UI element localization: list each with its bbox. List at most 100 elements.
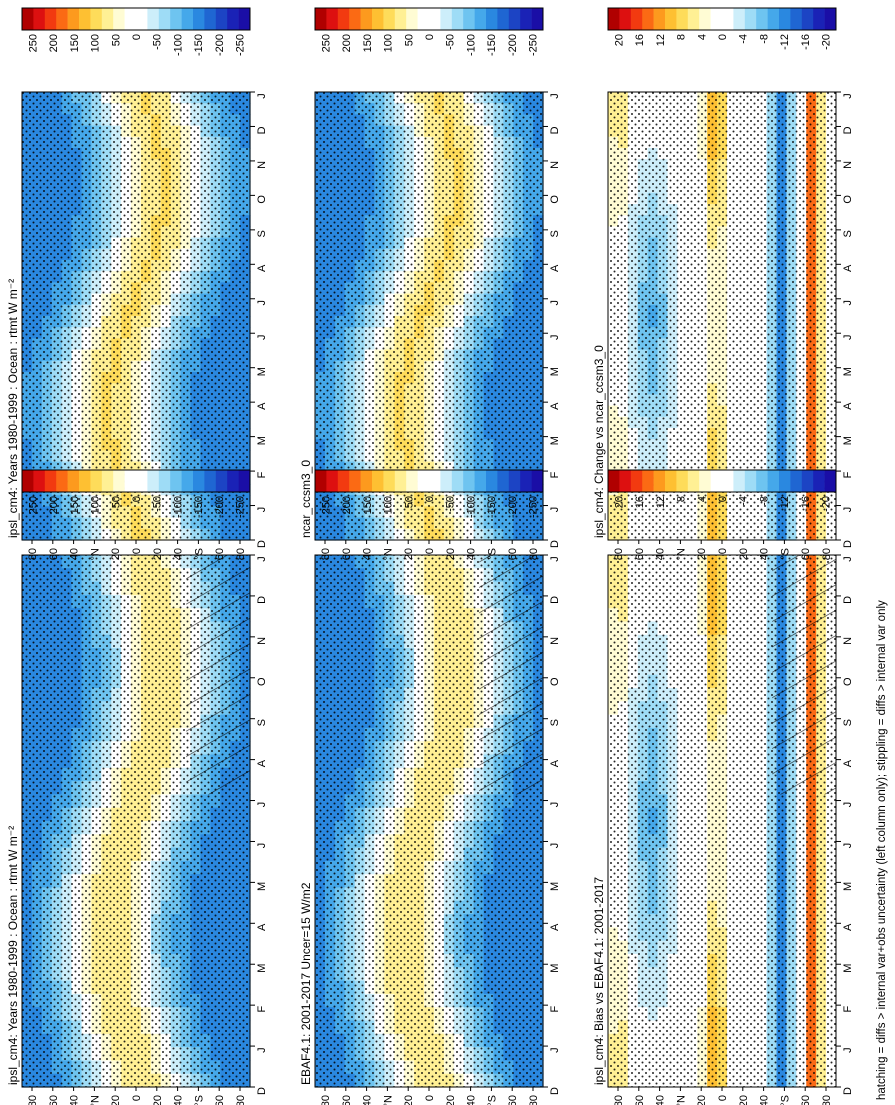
month-tick-label: N xyxy=(549,161,561,169)
month-tick-label: J xyxy=(256,334,268,340)
lat-tick-label: 60 xyxy=(48,548,60,560)
month-tick-label: D xyxy=(256,540,268,548)
stipple-overlay xyxy=(315,92,543,540)
lat-tick-label: °S xyxy=(486,548,498,560)
month-tick-label: S xyxy=(549,719,561,726)
month-tick-label: M xyxy=(549,367,561,376)
lat-tick-label: 20 xyxy=(403,1095,415,1105)
lat-tick-label: 80 xyxy=(613,1095,625,1105)
panel-title: ipsl_cm4: Years 1980-1999 : Ocean : rtmt… xyxy=(6,279,20,538)
lat-tick-label: 40 xyxy=(362,1095,374,1105)
lat-tick-label: 40 xyxy=(69,548,81,560)
month-tick-label: S xyxy=(549,230,561,237)
lat-tick-label: 40 xyxy=(466,1095,478,1105)
month-tick-label: D xyxy=(256,596,268,604)
lat-tick-label: °S xyxy=(779,1095,791,1105)
lat-tick-label: 60 xyxy=(341,548,353,560)
lat-tick-label: 40 xyxy=(173,1095,185,1105)
lat-tick-label: 0 xyxy=(424,1095,436,1101)
month-tick-label: D xyxy=(842,1087,854,1095)
lat-tick-label: °N xyxy=(675,1095,687,1105)
month-tick-label: O xyxy=(549,195,561,204)
lat-tick-label: 80 xyxy=(27,548,39,560)
lat-tick-label: 80 xyxy=(235,1095,247,1105)
month-tick-label: F xyxy=(256,1006,268,1013)
panel-title: EBAF4.1: 2001-2017 Uncer=15 W/m2 xyxy=(299,882,313,1085)
month-tick-label: J xyxy=(256,300,268,306)
month-tick-label: J xyxy=(256,843,268,849)
month-tick-label: A xyxy=(549,402,561,410)
month-tick-label: M xyxy=(549,882,561,891)
lat-tick-label: 40 xyxy=(173,548,185,560)
month-tick-label: A xyxy=(842,923,854,931)
month-tick-label: D xyxy=(256,1087,268,1095)
month-tick-label: J xyxy=(549,556,561,562)
month-tick-label: J xyxy=(549,507,561,513)
month-tick-label: D xyxy=(256,126,268,134)
month-tick-label: A xyxy=(256,759,268,767)
panels-layer: D J F M A M J J A S O N D J 80 60 40 °N 20 0 20 40 °S 60 80 ipsl_… xyxy=(6,91,854,1105)
lat-tick-label: 20 xyxy=(696,1095,708,1105)
month-tick-label: J xyxy=(549,93,561,99)
lat-tick-label: 40 xyxy=(759,1095,771,1105)
month-tick-label: J xyxy=(256,556,268,562)
lat-tick-label: 0 xyxy=(717,1095,729,1101)
lat-tick-label: 80 xyxy=(528,1095,540,1105)
month-tick-label: N xyxy=(549,637,561,645)
month-tick-label: D xyxy=(842,596,854,604)
month-tick-label: A xyxy=(256,402,268,410)
lat-tick-label: 20 xyxy=(738,1095,750,1105)
lat-tick-label: 80 xyxy=(320,548,332,560)
lat-tick-label: 0 xyxy=(131,548,143,554)
month-tick-label: M xyxy=(256,367,268,376)
month-tick-label: O xyxy=(256,677,268,686)
lat-tick-label: 40 xyxy=(655,1095,667,1105)
month-tick-label: M xyxy=(256,436,268,445)
month-tick-label: D xyxy=(549,596,561,604)
month-tick-label: J xyxy=(256,802,268,808)
month-tick-label: M xyxy=(842,964,854,973)
month-tick-label: S xyxy=(842,719,854,726)
month-tick-label: M xyxy=(549,436,561,445)
lat-tick-label: °S xyxy=(486,1095,498,1105)
month-tick-label: M xyxy=(256,882,268,891)
month-tick-label: N xyxy=(256,161,268,169)
panel-title: ipsl_cm4: Years 1980-1999 : Ocean : rtmt… xyxy=(6,826,20,1085)
lat-tick-label: 20 xyxy=(110,548,122,560)
lat-tick-label: 0 xyxy=(424,548,436,554)
month-tick-label: O xyxy=(549,677,561,686)
hatch-overlay xyxy=(479,555,543,795)
month-tick-label: J xyxy=(256,507,268,513)
month-tick-label: A xyxy=(842,759,854,767)
lat-tick-label: 60 xyxy=(48,1095,60,1105)
lat-tick-label: °N xyxy=(89,548,101,560)
lat-tick-label: 20 xyxy=(152,1095,164,1105)
month-tick-label: N xyxy=(256,637,268,645)
month-tick-label: F xyxy=(842,1006,854,1013)
month-tick-label: F xyxy=(549,1006,561,1013)
month-tick-label: M xyxy=(842,882,854,891)
stipple-overlay xyxy=(22,92,250,540)
month-tick-label: J xyxy=(549,300,561,306)
hatch-overlay xyxy=(186,555,250,795)
lat-tick-label: 20 xyxy=(445,1095,457,1105)
lat-tick-label: °S xyxy=(193,548,205,560)
lat-tick-label: 80 xyxy=(320,1095,332,1105)
month-tick-label: J xyxy=(549,1047,561,1053)
lat-tick-label: 80 xyxy=(235,548,247,560)
lat-tick-label: 20 xyxy=(403,548,415,560)
month-tick-label: N xyxy=(842,637,854,645)
lat-tick-label: 40 xyxy=(362,548,374,560)
month-tick-label: A xyxy=(549,264,561,272)
lat-tick-label: 60 xyxy=(214,1095,226,1105)
month-tick-label: M xyxy=(549,964,561,973)
hatch-overlay xyxy=(772,555,836,795)
month-tick-label: D xyxy=(549,540,561,548)
month-tick-label: D xyxy=(549,1087,561,1095)
month-tick-label: J xyxy=(256,93,268,99)
